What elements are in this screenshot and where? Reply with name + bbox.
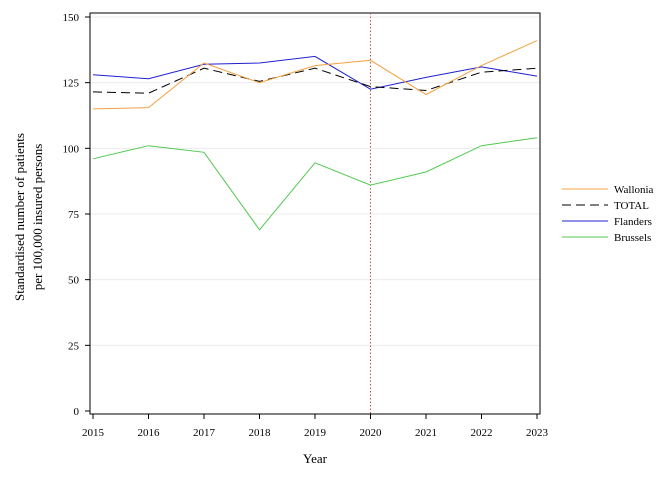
x-tick-label: 2021	[415, 427, 437, 439]
y-tick-label: 150	[63, 12, 80, 24]
series-line-brussels	[92, 137, 538, 231]
legend-label-total: TOTAL	[614, 200, 649, 212]
y-tick-label: 50	[68, 275, 80, 287]
y-axis-title: Standardised number of patients per 100,…	[12, 133, 45, 301]
series-lines	[92, 40, 538, 231]
y-tick-label: 0	[74, 406, 80, 418]
y-tick-label: 25	[68, 340, 80, 352]
y-tick-label: 100	[63, 143, 80, 155]
series-line-wallonia	[92, 40, 538, 110]
y-axis: 0 25 50 75 100 125 150	[63, 12, 90, 418]
gridlines	[90, 16, 540, 346]
legend-label-wallonia: Wallonia	[614, 184, 654, 196]
x-tick-label: 2018	[249, 427, 272, 439]
legend-label-brussels: Brussels	[614, 232, 651, 244]
y-tick-label: 125	[63, 78, 80, 90]
y-axis-title-line-1: Standardised number of patients	[12, 133, 27, 301]
x-tick-label: 2020	[360, 427, 383, 439]
series-line-flanders	[92, 55, 538, 90]
x-tick-label: 2015	[82, 427, 105, 439]
x-tick-label: 2017	[193, 427, 216, 439]
x-tick-label: 2019	[304, 427, 327, 439]
legend: Wallonia TOTAL Flanders Brussels	[562, 184, 654, 244]
x-tick-label: 2023	[526, 427, 549, 439]
y-tick-label: 75	[68, 209, 80, 221]
legend-label-flanders: Flanders	[614, 216, 652, 228]
x-tick-label: 2016	[138, 427, 161, 439]
y-axis-title-line-2: per 100,000 insured persons	[30, 144, 45, 291]
x-axis: 2015 2016 2017 2018 2019 2020 2021 2022 2023	[82, 414, 549, 439]
series-line-total	[92, 67, 538, 94]
x-axis-title: Year	[303, 451, 328, 466]
x-tick-label: 2022	[471, 427, 493, 439]
